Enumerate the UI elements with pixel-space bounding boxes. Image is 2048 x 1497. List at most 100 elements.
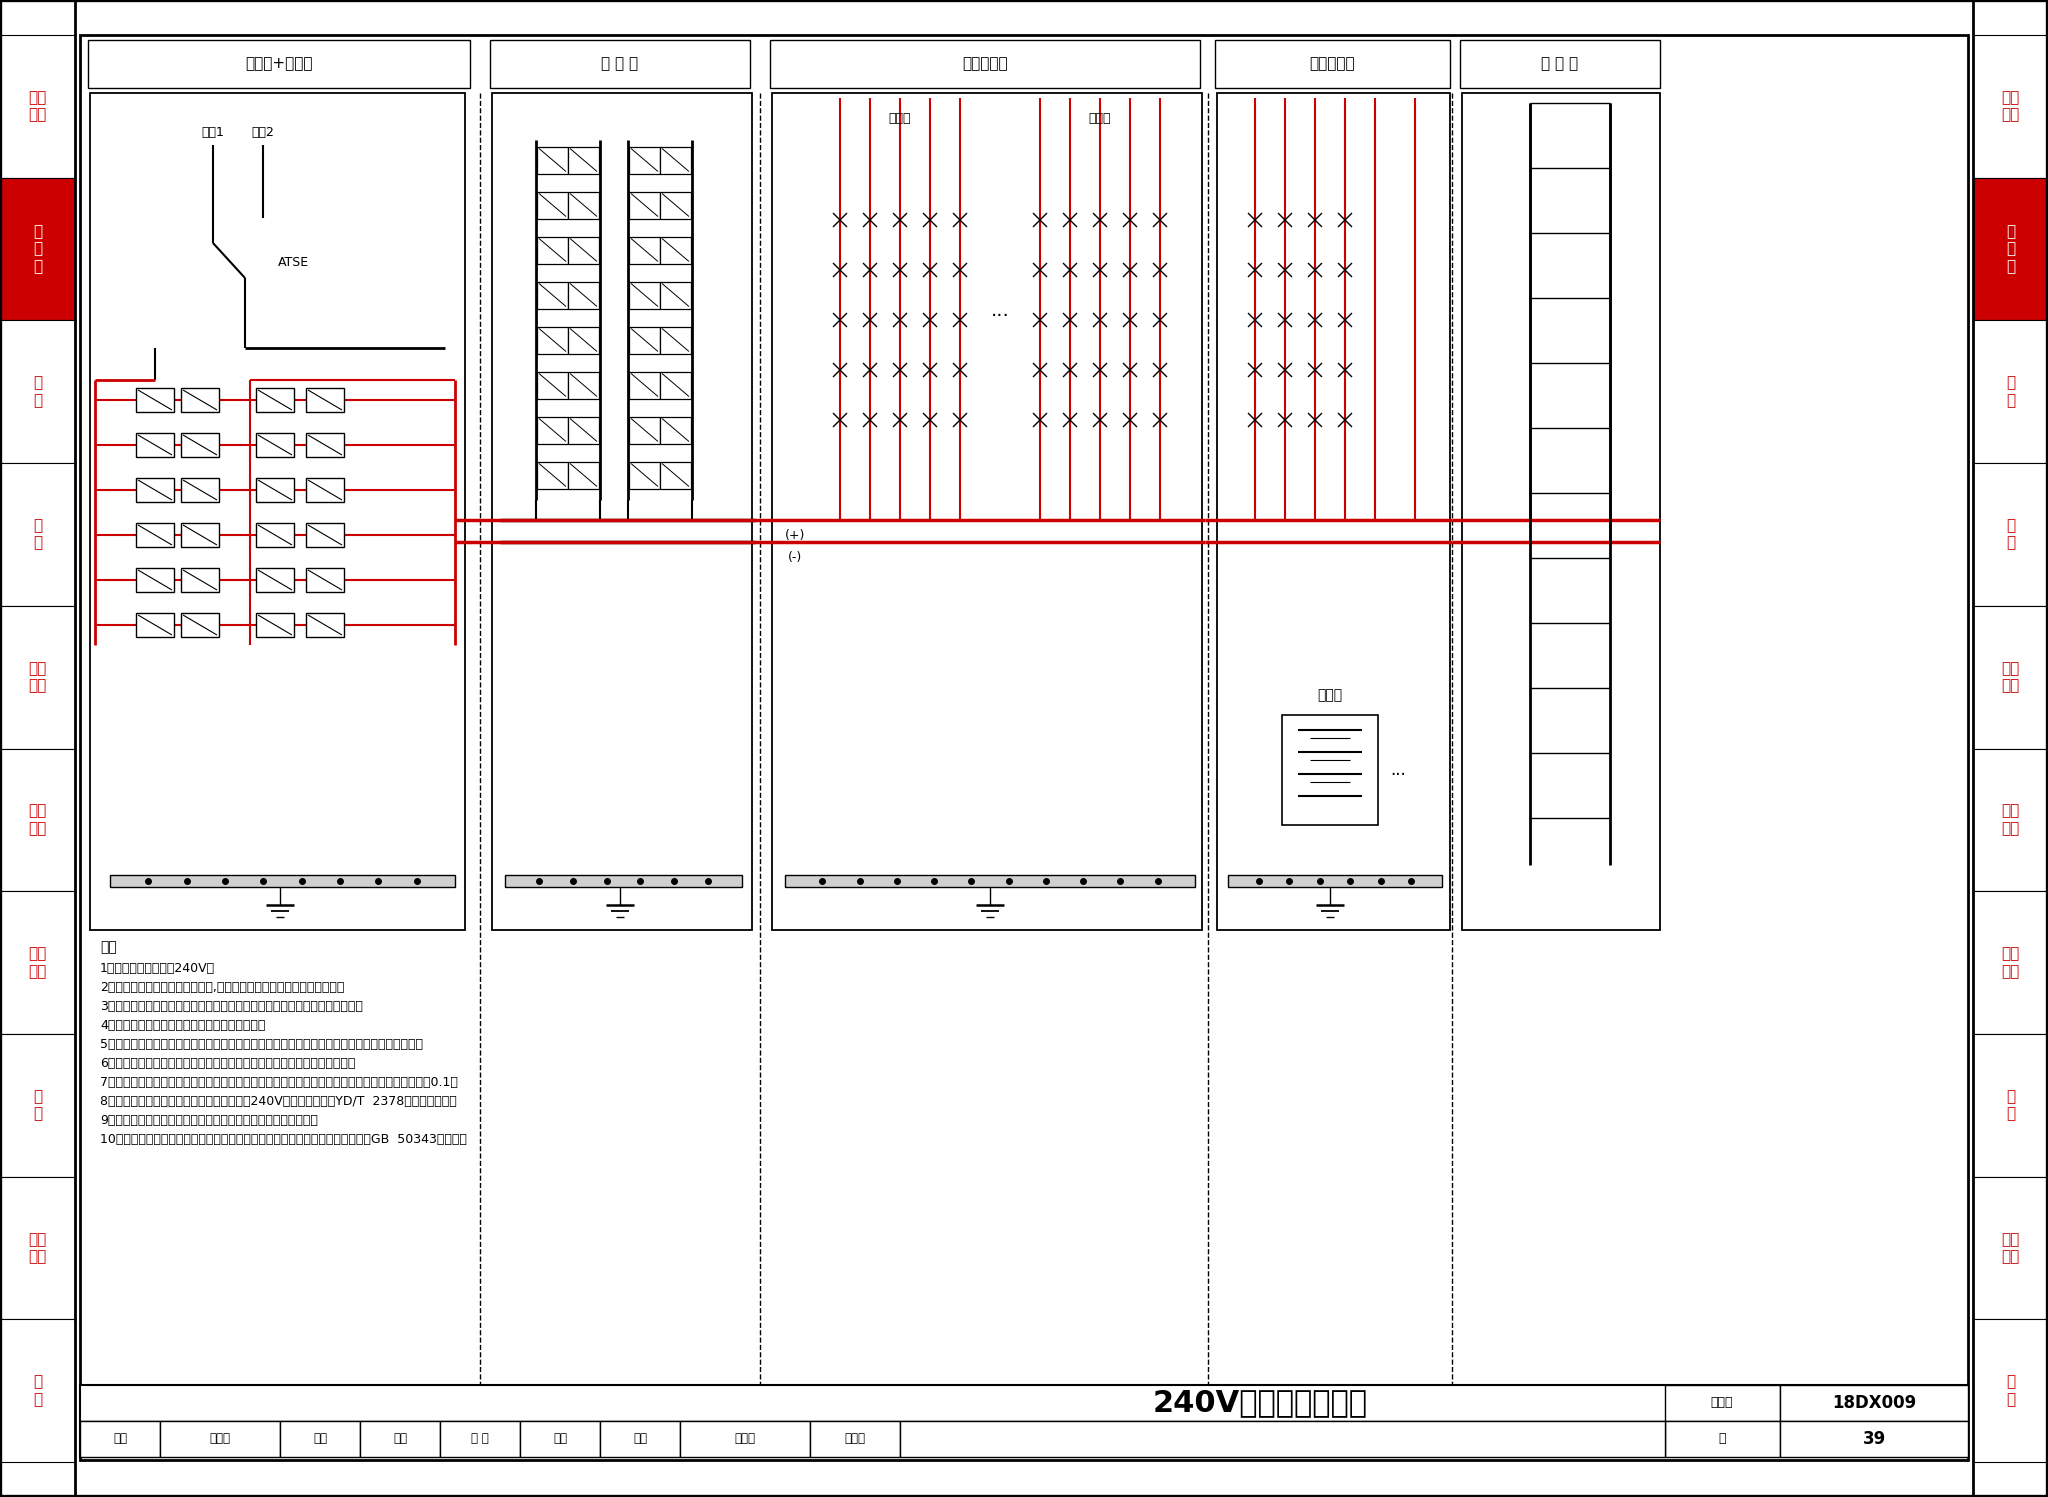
Bar bbox=[0, 34, 76, 178]
Text: 整 流 屏: 整 流 屏 bbox=[602, 57, 639, 72]
Bar bbox=[1217, 93, 1450, 930]
Text: 附
录: 附 录 bbox=[33, 1374, 43, 1407]
Bar bbox=[629, 237, 659, 263]
Bar bbox=[784, 876, 1194, 888]
Text: 钟景华: 钟景华 bbox=[209, 1433, 231, 1446]
Text: 10．配置浪涌保护器应符合现行国家标准《建筑物电子信息系统防雷技术规范》GB  50343的要求。: 10．配置浪涌保护器应符合现行国家标准《建筑物电子信息系统防雷技术规范》GB 5… bbox=[100, 1133, 467, 1147]
Text: 4．正、负极全程均不接地，采用悬浮方式供电。: 4．正、负极全程均不接地，采用悬浮方式供电。 bbox=[100, 1019, 266, 1031]
Text: 18DX009: 18DX009 bbox=[1831, 1394, 1917, 1412]
Bar bbox=[88, 40, 469, 88]
Bar bbox=[305, 478, 344, 501]
Bar bbox=[629, 326, 659, 353]
Bar bbox=[440, 1421, 520, 1457]
Text: 8．未注明部分应满足现行行业标准《通信用240V直流供电系统》YD/T  2378中的相关要求。: 8．未注明部分应满足现行行业标准《通信用240V直流供电系统》YD/T 2378… bbox=[100, 1094, 457, 1108]
Bar bbox=[0, 891, 76, 1034]
Bar bbox=[180, 522, 219, 546]
Text: 监
控: 监 控 bbox=[2005, 518, 2015, 551]
Text: (-): (-) bbox=[788, 551, 803, 563]
Bar bbox=[772, 93, 1202, 930]
Text: 建筑
结构: 建筑 结构 bbox=[29, 90, 47, 123]
Text: 1．系统额定输出电压240V。: 1．系统额定输出电压240V。 bbox=[100, 963, 215, 975]
Bar bbox=[80, 1421, 160, 1457]
Text: 接
地: 接 地 bbox=[2005, 376, 2015, 409]
Text: 7．配电设备保护接地装置与金属壳体的接地螺钉间应具有可靠的电气连接，其连接电阻值应不大于0.1。: 7．配电设备保护接地装置与金属壳体的接地螺钉间应具有可靠的电气连接，其连接电阻值… bbox=[100, 1076, 459, 1088]
Text: 电磁
屏蔽: 电磁 屏蔽 bbox=[29, 804, 47, 835]
Bar bbox=[160, 1421, 281, 1457]
Bar bbox=[1229, 876, 1442, 888]
Text: 至负载: 至负载 bbox=[889, 111, 911, 124]
Text: 师讲: 师讲 bbox=[313, 1433, 328, 1446]
Text: 2．整流模块需具备休眠节能功能,设备带独立监控单元，液晶显示模块。: 2．整流模块需具备休眠节能功能,设备带独立监控单元，液晶显示模块。 bbox=[100, 981, 344, 994]
Text: 交流屏+整流屏: 交流屏+整流屏 bbox=[246, 57, 313, 72]
Bar bbox=[659, 192, 690, 219]
Text: 附
录: 附 录 bbox=[2005, 1374, 2015, 1407]
Text: 昆四峡: 昆四峡 bbox=[844, 1433, 866, 1446]
Text: 电磁
屏蔽: 电磁 屏蔽 bbox=[2001, 804, 2019, 835]
Text: 审核: 审核 bbox=[113, 1433, 127, 1446]
Bar bbox=[90, 93, 465, 930]
Bar bbox=[305, 388, 344, 412]
Bar bbox=[1972, 1177, 2048, 1319]
Bar bbox=[1780, 1385, 1968, 1421]
Text: 3．交流输入应与直流输出电气隔离。直流输出应与地、机架、外壳电气隔离。: 3．交流输入应与直流输出电气隔离。直流输出应与地、机架、外壳电气隔离。 bbox=[100, 1000, 362, 1013]
Bar bbox=[629, 281, 659, 308]
Bar bbox=[537, 371, 567, 398]
Text: 供
配
电: 供 配 电 bbox=[2005, 225, 2015, 274]
Bar bbox=[1972, 1034, 2048, 1177]
Bar bbox=[567, 147, 598, 174]
Text: 供
配
电: 供 配 电 bbox=[33, 225, 43, 274]
Bar bbox=[256, 612, 295, 638]
Bar bbox=[1972, 891, 2048, 1034]
Bar bbox=[1972, 178, 2048, 320]
Text: 5．系统应采用直流型绝缘监察装置，能对直流总母排和各直流输出主分路的绝缘状况进行监测。: 5．系统应采用直流型绝缘监察装置，能对直流总母排和各直流输出主分路的绝缘状况进行… bbox=[100, 1037, 424, 1051]
Bar bbox=[0, 606, 76, 748]
Text: 39: 39 bbox=[1862, 1430, 1886, 1448]
Bar bbox=[537, 147, 567, 174]
Bar bbox=[489, 40, 750, 88]
Text: 建筑
结构: 建筑 结构 bbox=[2001, 90, 2019, 123]
Bar bbox=[567, 192, 598, 219]
Text: 校对: 校对 bbox=[393, 1433, 408, 1446]
Bar bbox=[305, 567, 344, 591]
Text: 图集号: 图集号 bbox=[1710, 1397, 1733, 1410]
Text: 消
防: 消 防 bbox=[2005, 1088, 2015, 1121]
Text: 空气
调节: 空气 调节 bbox=[2001, 946, 2019, 979]
Bar bbox=[567, 371, 598, 398]
Bar bbox=[629, 147, 659, 174]
Bar bbox=[537, 416, 567, 443]
Bar bbox=[0, 320, 76, 463]
Bar bbox=[256, 388, 295, 412]
Bar bbox=[680, 1421, 811, 1457]
Bar bbox=[600, 1421, 680, 1457]
Bar bbox=[0, 178, 76, 320]
Bar bbox=[1780, 1421, 1968, 1457]
Bar bbox=[1972, 463, 2048, 606]
Text: (+): (+) bbox=[784, 528, 805, 542]
Bar bbox=[492, 93, 752, 930]
Text: 李占: 李占 bbox=[553, 1433, 567, 1446]
Bar bbox=[1972, 34, 2048, 178]
Bar bbox=[180, 433, 219, 457]
Text: 工程
示例: 工程 示例 bbox=[29, 1232, 47, 1263]
Bar bbox=[567, 237, 598, 263]
Bar bbox=[537, 461, 567, 488]
Bar bbox=[567, 326, 598, 353]
Bar bbox=[567, 281, 598, 308]
Bar bbox=[256, 478, 295, 501]
Text: 注：: 注： bbox=[100, 940, 117, 954]
Text: 蓄电池: 蓄电池 bbox=[1317, 689, 1343, 702]
Bar bbox=[659, 147, 690, 174]
Bar bbox=[659, 281, 690, 308]
Bar bbox=[135, 522, 174, 546]
Bar bbox=[567, 461, 598, 488]
Text: 消
防: 消 防 bbox=[33, 1088, 43, 1121]
Text: 直流配电屏: 直流配电屏 bbox=[963, 57, 1008, 72]
Text: 页: 页 bbox=[1718, 1433, 1726, 1446]
Text: 240V直流供电系统图: 240V直流供电系统图 bbox=[1153, 1389, 1368, 1418]
Bar bbox=[180, 388, 219, 412]
Text: 电池开关箱: 电池开关箱 bbox=[1309, 57, 1356, 72]
Text: 李 杰: 李 杰 bbox=[471, 1433, 489, 1446]
Bar bbox=[537, 192, 567, 219]
Bar bbox=[256, 567, 295, 591]
Text: 晁怀颜: 晁怀颜 bbox=[735, 1433, 756, 1446]
